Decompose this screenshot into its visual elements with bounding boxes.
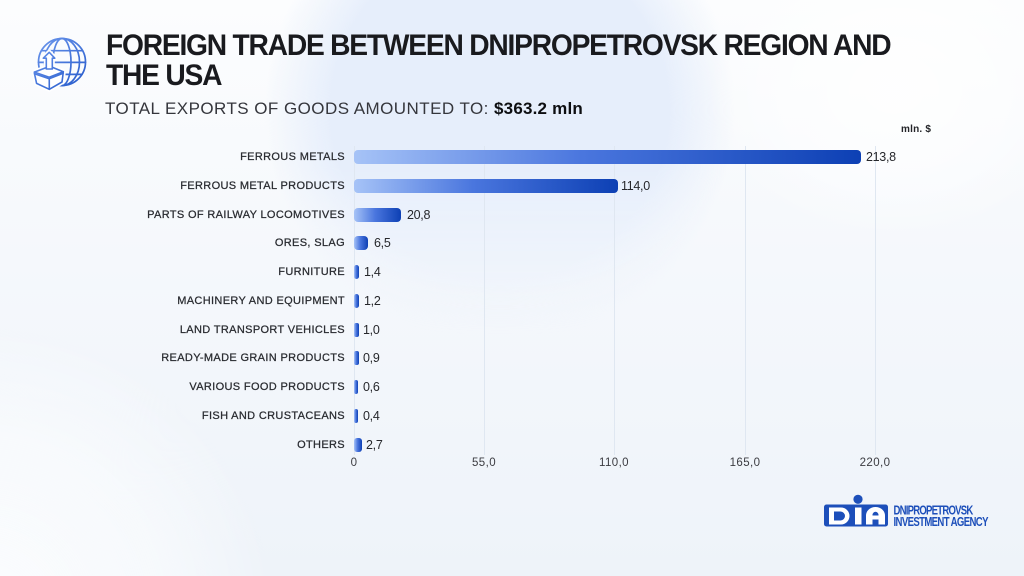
svg-text:DNIPROPETROVSK: DNIPROPETROVSK [894, 504, 974, 518]
svg-text:INVESTMENT AGENCY: INVESTMENT AGENCY [894, 516, 989, 530]
